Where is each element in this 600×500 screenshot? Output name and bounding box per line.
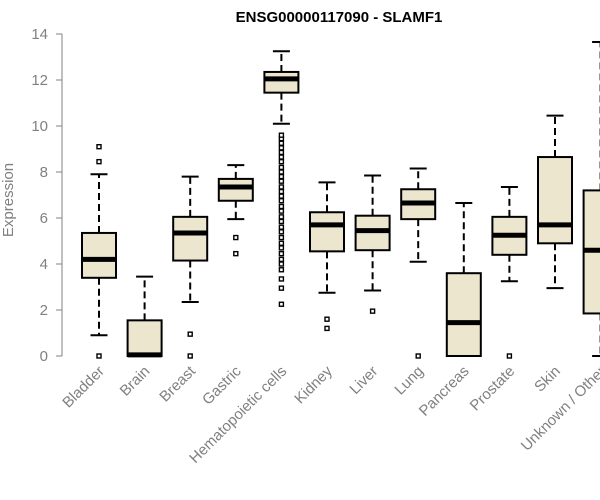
iqr-box — [263, 70, 300, 94]
outlier-point — [278, 164, 285, 171]
outlier-point — [278, 267, 285, 273]
outlier-point — [506, 353, 513, 359]
x-tick-label: Kidney — [291, 362, 336, 407]
outlier-point — [96, 143, 102, 150]
x-tick-label: Lung — [391, 363, 427, 399]
iqr-box — [126, 319, 163, 358]
outlier-point — [278, 198, 285, 204]
x-tick-label: Bladder — [59, 363, 108, 412]
y-tick-label: 14 — [31, 26, 48, 43]
outlier-point — [278, 208, 285, 214]
outlier-point — [278, 169, 285, 175]
box-bladder — [81, 143, 117, 359]
y-tick-label: 4 — [40, 256, 48, 273]
box-pancreas — [445, 202, 482, 358]
iqr-box — [217, 177, 254, 202]
outlier-point — [278, 154, 285, 160]
outlier-point — [187, 353, 193, 359]
x-tick-label: Liver — [346, 363, 381, 398]
x-tick-label: Prostate — [467, 363, 519, 415]
outlier-point — [278, 203, 285, 210]
y-tick-label: 12 — [31, 72, 48, 89]
iqr-box — [537, 156, 573, 245]
iqr-box — [172, 215, 209, 262]
outlier-point — [324, 316, 330, 322]
y-tick-label: 8 — [40, 164, 48, 181]
iqr-box — [81, 231, 117, 279]
outlier-point — [96, 353, 102, 359]
x-tick-label: Breast — [156, 362, 199, 405]
outlier-point — [278, 218, 285, 225]
outlier-point — [278, 193, 285, 199]
outlier-point — [278, 301, 285, 307]
box-skin — [537, 114, 573, 290]
outlier-point — [278, 132, 285, 138]
outlier-point — [415, 353, 421, 359]
box-unknown-other — [582, 41, 600, 357]
iqr-box — [309, 211, 345, 253]
outlier-point — [278, 224, 285, 230]
y-tick-label: 0 — [40, 348, 48, 365]
outlier-point — [278, 250, 285, 257]
outlier-point — [187, 331, 193, 337]
outlier-point — [278, 229, 285, 235]
outlier-point — [278, 245, 285, 251]
outlier-point — [324, 325, 330, 332]
outlier-point — [278, 276, 285, 282]
box-lung — [400, 167, 437, 359]
box-gastric — [217, 164, 254, 257]
iqr-box — [445, 272, 482, 358]
outlier-point — [278, 234, 285, 241]
outlier-point — [278, 261, 285, 267]
outlier-point — [278, 178, 285, 184]
box-kidney — [309, 181, 345, 332]
box-hematopoietic-cells — [263, 50, 300, 307]
y-tick-label: 10 — [31, 118, 48, 135]
outlier-point — [278, 173, 285, 180]
outlier-point — [278, 214, 285, 220]
boxes-layer — [81, 41, 600, 359]
outlier-point — [278, 140, 285, 146]
box-breast — [172, 175, 209, 359]
outlier-point — [278, 285, 285, 291]
box-prostate — [491, 185, 528, 359]
outlier-point — [278, 184, 285, 190]
outlier-point — [233, 234, 239, 241]
chart-title: ENSG00000117090 - SLAMF1 — [236, 9, 443, 26]
y-tick-label: 2 — [40, 302, 48, 319]
outlier-point — [278, 256, 285, 263]
outlier-point — [278, 149, 285, 156]
y-axis-ticks: 0 2 4 6 8 10 12 14 — [31, 26, 62, 365]
outlier-point — [278, 158, 285, 165]
x-tick-label: Brain — [117, 363, 154, 400]
outlier-point — [96, 158, 102, 165]
x-tick-label: Skin — [531, 363, 564, 396]
outlier-point — [278, 240, 285, 247]
x-tick-label: Gastric — [199, 362, 245, 408]
outlier-point — [369, 308, 376, 314]
outlier-point — [278, 145, 285, 151]
y-axis-label: Expression — [0, 163, 17, 237]
box-brain — [126, 275, 163, 358]
outlier-point — [278, 188, 285, 195]
x-tick-label: Pancreas — [416, 363, 473, 420]
outlier-point — [233, 250, 239, 257]
box-liver — [354, 174, 391, 314]
y-tick-label: 6 — [40, 210, 48, 227]
